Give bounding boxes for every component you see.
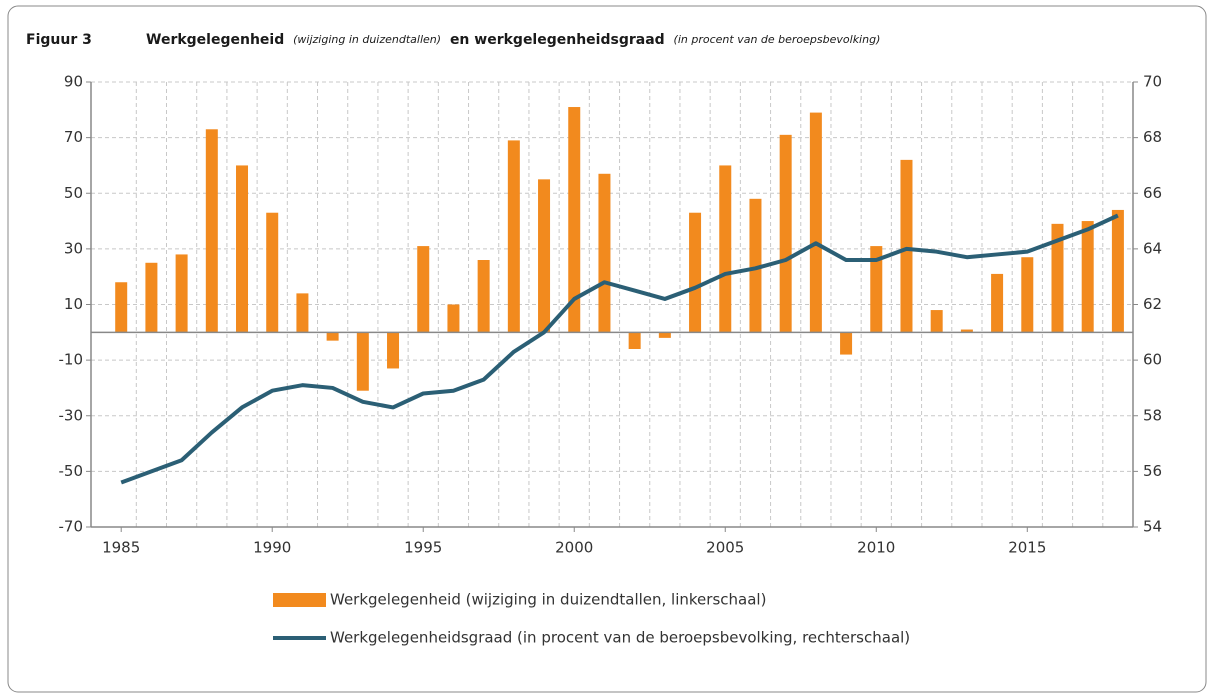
bar [870,246,883,333]
bar [568,107,581,333]
bar [930,310,943,333]
bar [417,246,430,333]
bar [1081,221,1094,333]
x-tick-label: 2015 [1008,539,1046,557]
bar [356,332,369,391]
chart-title: Figuur 3 Werkgelegenheid (wijziging in d… [26,32,880,48]
y2-tick-label: 70 [1143,73,1162,91]
bar [628,332,641,349]
y-tick-label: -70 [59,518,84,536]
x-tick-label: 2010 [857,539,895,557]
title-note-2: (in procent van de beroepsbevolking) [674,33,881,46]
bar [538,179,551,333]
figure-label: Figuur 3 [26,32,92,48]
y2-tick-label: 58 [1143,406,1162,424]
y-tick-label: 10 [64,295,83,313]
bar [387,332,400,369]
bar [779,134,792,333]
frame [7,5,1207,693]
y-tick-label: -10 [59,351,84,369]
bar [115,282,128,333]
x-tick-label: 1995 [404,539,442,557]
bar [205,129,218,333]
y-tick-label: 90 [64,73,83,91]
bar [960,329,973,333]
title-note: (wijziging in duizendtallen) [293,33,441,46]
y2-tick-label: 68 [1143,128,1162,146]
x-tick-label: 1990 [253,539,291,557]
y2-tick-label: 60 [1143,351,1162,369]
bar [266,212,279,333]
bar [900,159,913,333]
bar [296,293,309,333]
bar [145,262,158,333]
y2-tick-label: 56 [1143,462,1162,480]
y-tick-label: 50 [64,184,83,202]
x-tick-label: 1985 [102,539,140,557]
bar [689,212,702,333]
y2-tick-label: 62 [1143,295,1162,313]
bar [1021,257,1034,333]
line [120,213,1119,485]
bar [236,165,249,333]
bar [507,140,520,333]
title-2: en werkgelegenheidsgraad [450,32,665,48]
y-tick-label: -50 [59,462,84,480]
x-tick-label: 2000 [555,539,593,557]
y2-tick-label: 66 [1143,184,1162,202]
bar [749,198,762,333]
y2-tick-label: 64 [1143,239,1162,257]
y2-tick-label: 54 [1143,518,1162,536]
bar [1051,223,1064,333]
bar [809,112,822,333]
title: Werkgelegenheid [146,32,284,48]
bar [598,173,611,333]
x-tick-label: 2005 [706,539,744,557]
bar [658,332,671,338]
bar [477,260,490,333]
legend-swatch [273,593,326,607]
bar [175,254,188,333]
y-tick-label: 70 [64,128,83,146]
bar [447,304,460,333]
bar [840,332,853,355]
bar [719,165,732,333]
legend-label: Werkgelegenheid (wijziging in duizendtal… [330,591,766,609]
bar [991,273,1004,333]
y-tick-label: 30 [64,239,83,257]
legend-label: Werkgelegenheidsgraad (in procent van de… [330,629,910,647]
bar [1111,209,1124,333]
y-tick-label: -30 [59,406,84,424]
bar [326,332,339,341]
